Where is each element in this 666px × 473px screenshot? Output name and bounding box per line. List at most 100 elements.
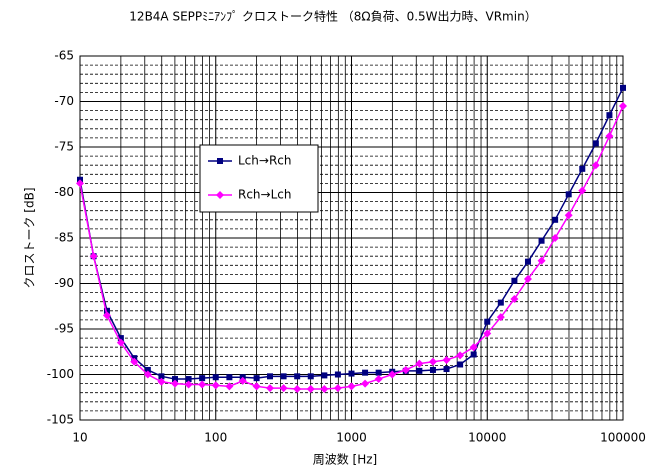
marker [415, 359, 424, 368]
marker [457, 361, 464, 368]
marker [238, 376, 247, 385]
x-tick-label: 10 [72, 431, 87, 445]
marker [267, 373, 274, 380]
marker [606, 112, 613, 119]
legend-label: Rch→Lch [238, 188, 291, 202]
marker [89, 252, 98, 261]
y-tick-label: -105 [47, 413, 74, 427]
marker [116, 338, 125, 347]
y-tick-label: -75 [54, 140, 74, 154]
marker [375, 369, 382, 376]
marker [347, 382, 356, 391]
marker [361, 379, 370, 388]
marker [293, 385, 302, 394]
legend-marker [217, 158, 223, 164]
marker [483, 329, 492, 338]
marker [551, 234, 560, 242]
marker [484, 318, 491, 325]
marker [199, 375, 206, 382]
marker [620, 84, 626, 91]
x-axis-label: 周波数 [Hz] [313, 452, 378, 467]
marker [76, 179, 84, 188]
marker [184, 380, 193, 389]
marker [428, 357, 437, 366]
marker [591, 161, 600, 170]
marker [102, 311, 111, 320]
marker [307, 373, 314, 380]
marker [510, 294, 519, 303]
legend-box [199, 144, 319, 213]
marker [605, 132, 614, 141]
marker [226, 374, 233, 381]
marker [211, 381, 220, 390]
marker [320, 385, 329, 394]
marker [266, 384, 275, 393]
marker [362, 369, 369, 376]
marker [144, 366, 151, 373]
marker [619, 102, 627, 111]
marker [198, 380, 207, 389]
marker [592, 140, 599, 147]
marker [117, 335, 124, 342]
marker [401, 365, 410, 374]
marker [416, 367, 423, 374]
x-tick-label: 10000 [468, 431, 506, 445]
marker [565, 191, 572, 198]
marker [171, 379, 180, 388]
marker [157, 377, 166, 386]
marker [523, 274, 532, 283]
marker [130, 357, 139, 366]
marker [103, 307, 110, 314]
marker [496, 313, 505, 322]
x-tick-label: 1000 [336, 431, 367, 445]
y-axis-label: クロストーク [dB] [23, 187, 37, 288]
y-tick-label: -85 [54, 231, 74, 245]
marker [158, 373, 165, 380]
y-tick-label: -80 [54, 185, 74, 199]
marker [280, 373, 287, 380]
y-tick-label: -95 [54, 322, 74, 336]
x-tick-label: 100000 [600, 431, 646, 445]
marker [456, 351, 465, 360]
marker [470, 351, 477, 358]
y-tick-label: -90 [54, 276, 74, 290]
x-tick-label: 100 [204, 431, 227, 445]
marker [564, 211, 573, 220]
marker [225, 382, 234, 391]
marker [334, 371, 341, 378]
marker [497, 299, 504, 306]
marker [294, 373, 301, 380]
chart-title: 12B4A SEPPﾐﾆｱﾝﾌﾟ クロストーク特性 （8Ω負荷、0.5W出力時、… [129, 9, 536, 24]
marker [253, 375, 260, 382]
legend-marker [216, 191, 224, 199]
marker [537, 256, 546, 265]
marker [579, 165, 586, 172]
marker [552, 216, 559, 223]
marker [538, 237, 545, 244]
legend-label: Lch→Rch [238, 154, 291, 168]
marker [511, 277, 518, 284]
marker [212, 374, 219, 381]
marker [442, 355, 451, 364]
marker [469, 343, 478, 352]
marker [429, 366, 436, 373]
marker [185, 376, 192, 383]
marker [279, 384, 288, 393]
marker [578, 186, 587, 195]
marker [524, 258, 531, 265]
y-tick-label: -100 [47, 367, 74, 381]
marker [333, 384, 342, 393]
plot-border [79, 55, 624, 421]
marker [321, 372, 328, 379]
marker [374, 375, 383, 384]
marker [443, 366, 450, 373]
marker [143, 370, 152, 379]
marker [172, 376, 179, 383]
marker [388, 370, 397, 379]
y-tick-label: -70 [54, 94, 74, 108]
y-tick-label: -65 [54, 49, 74, 63]
marker [348, 370, 355, 377]
marker [306, 385, 315, 394]
marker [252, 382, 261, 391]
